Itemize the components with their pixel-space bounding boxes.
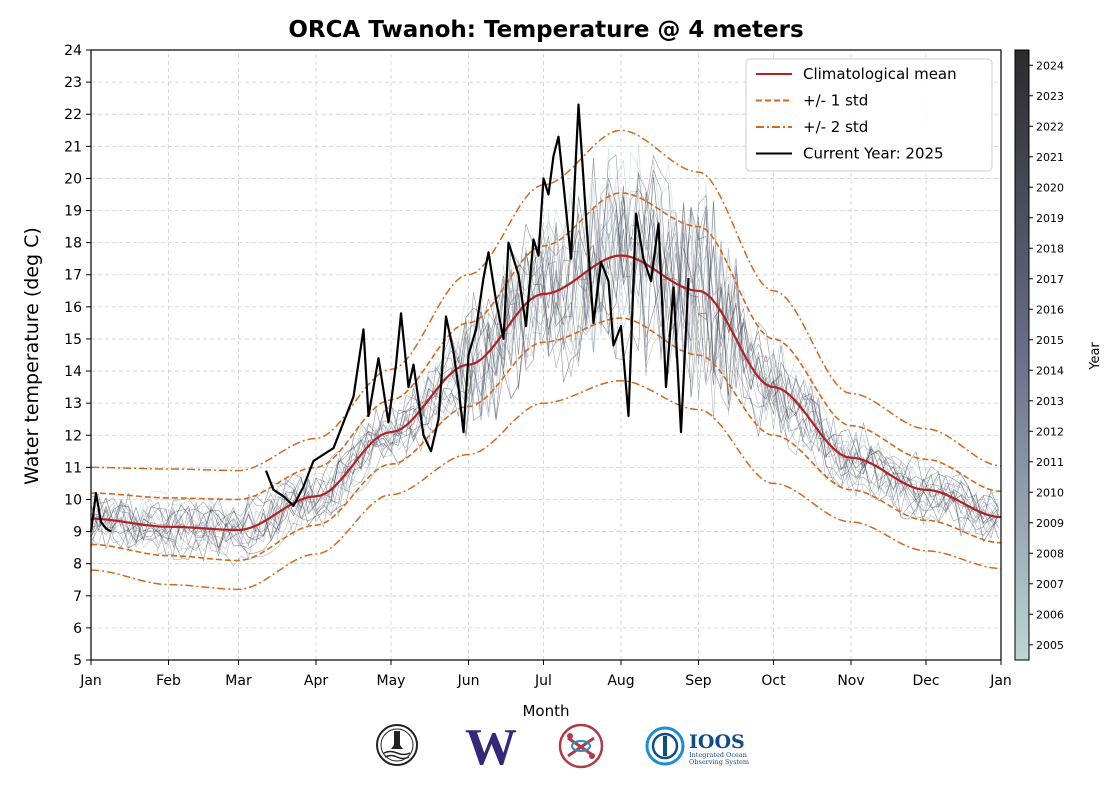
- minus-1-std-line: [90, 317, 1002, 562]
- colorbar: 2005 2006 2007 2008 2009 2010 2011 2012 2013 2014…: [1014, 49, 1064, 661]
- historical-year-trace: [90, 169, 999, 535]
- y-tick-label: 22: [64, 107, 82, 123]
- historical-year-trace: [90, 208, 999, 561]
- historical-year-trace: [90, 176, 999, 546]
- plot-frame: [90, 49, 1002, 661]
- colorbar-tick-label: 2008: [1036, 547, 1064, 560]
- y-tick-label: 12: [64, 428, 82, 444]
- x-tick-label: Sep: [685, 673, 712, 689]
- legend: Climatological mean +/- 1 std +/- 2 std Cur…: [745, 58, 993, 172]
- plus-1-std-line: [91, 192, 1002, 501]
- colorbar-tick-label: 2016: [1036, 303, 1064, 316]
- y-tick-label: 23: [64, 75, 82, 91]
- historical-year-trace: [90, 182, 999, 540]
- orca-lighthouse-logo-icon: [376, 724, 418, 766]
- colorbar-tick-label: 2009: [1036, 517, 1064, 530]
- colorbar-tick-label: 2010: [1036, 486, 1064, 499]
- colorbar-tick-label: 2012: [1036, 425, 1064, 438]
- colorbar-gradient: [1014, 49, 1030, 661]
- legend-box: [745, 58, 993, 172]
- colorbar-tick-label: 2023: [1036, 90, 1064, 103]
- colorbar-tick-label: 2005: [1036, 639, 1064, 652]
- x-tick-label: Jan: [79, 673, 102, 689]
- y-tick-label: 16: [64, 300, 82, 316]
- climatological-mean-line: [90, 254, 1002, 532]
- colorbar-tick-label: 2020: [1036, 181, 1064, 194]
- y-tick-label: 20: [64, 171, 82, 187]
- y-tick-label: 7: [73, 589, 82, 605]
- plus-2-std-line: [91, 129, 1002, 472]
- colorbar-tick-label: 2021: [1036, 151, 1064, 164]
- y-axis-label: Water temperature (deg C): [21, 227, 43, 485]
- y-tick-label: 21: [64, 139, 82, 155]
- historical-year-trace: [90, 197, 999, 562]
- y-tick-label: 13: [64, 396, 82, 412]
- x-tick-label: Dec: [912, 673, 939, 689]
- colorbar-label: Year: [1088, 342, 1103, 371]
- historical-year-trace: [90, 190, 999, 546]
- historical-year-trace: [90, 159, 999, 541]
- x-tick-label: Feb: [156, 673, 181, 689]
- y-tick-label: 10: [64, 492, 82, 508]
- x-tick-label: Oct: [761, 673, 786, 689]
- ioos-subtitle-2: Observing System: [689, 758, 749, 766]
- colorbar-tick-label: 2019: [1036, 212, 1064, 225]
- colorbar-tick-label: 2011: [1036, 456, 1064, 469]
- ioos-logo-icon: IOOS Integrated Ocean Observing System: [645, 726, 749, 766]
- partner-logos: W IOOS Integrated Ocean Observing System: [0, 722, 1120, 778]
- colorbar-tick-label: 2007: [1036, 578, 1064, 591]
- historical-year-trace: [90, 172, 999, 545]
- historical-year-trace: [90, 154, 999, 535]
- uw-w-logo-icon: W: [465, 722, 517, 768]
- colorbar-tick-label: 2015: [1036, 334, 1064, 347]
- x-tick-label: May: [377, 673, 406, 689]
- y-tick-label: 19: [64, 204, 82, 220]
- current-year-segment: [264, 103, 690, 507]
- axes: 5 6 7 8 9 10 11 12 13 14 15 16 17 18 19 20 21 22 23 24 Jan Fe…: [64, 43, 1012, 689]
- historical-year-trace: [90, 172, 999, 548]
- y-tick-label: 24: [64, 43, 82, 59]
- y-tick-label: 6: [73, 621, 82, 637]
- minus-2-std-line: [90, 379, 1002, 591]
- y-tick-label: 15: [64, 332, 82, 348]
- y-tick-label: 14: [64, 364, 82, 380]
- x-axis-label: Month: [522, 702, 569, 720]
- colorbar-tick-label: 2022: [1036, 120, 1064, 133]
- y-tick-label: 8: [73, 557, 82, 573]
- colorbar-tick-label: 2017: [1036, 273, 1064, 286]
- ioos-name: IOOS: [689, 731, 745, 753]
- y-tick-label: 17: [64, 268, 82, 284]
- climatology-lines: [90, 129, 1002, 591]
- y-tick-label: 5: [73, 653, 82, 669]
- x-tick-label: Jul: [534, 673, 552, 689]
- colorbar-tick-label: 2014: [1036, 364, 1064, 377]
- historical-years: [90, 144, 999, 567]
- x-tick-label: Nov: [837, 673, 864, 689]
- historical-year-trace: [90, 192, 999, 557]
- x-tick-label: Jan: [989, 673, 1012, 689]
- x-tick-label: Jun: [457, 673, 480, 689]
- colorbar-tick-label: 2018: [1036, 242, 1064, 255]
- chart-title: ORCA Twanoh: Temperature @ 4 meters: [288, 17, 803, 43]
- legend-label: +/- 1 std: [803, 92, 868, 110]
- colorbar-tick-label: 2024: [1036, 59, 1064, 72]
- salish-sea-logo-icon: [558, 723, 604, 769]
- y-tick-label: 18: [64, 236, 82, 252]
- ioos-subtitle-1: Integrated Ocean: [689, 751, 747, 759]
- x-tick-label: Aug: [607, 673, 634, 689]
- y-tick-label: 9: [73, 525, 82, 541]
- colorbar-tick-label: 2013: [1036, 395, 1064, 408]
- legend-label: +/- 2 std: [803, 118, 868, 136]
- x-tick-label: Mar: [225, 673, 252, 689]
- current-year-line: [89, 103, 690, 533]
- legend-label: Current Year: 2025: [803, 145, 944, 163]
- legend-label: Climatological mean: [803, 65, 957, 83]
- current-year-segment: [89, 492, 112, 533]
- y-tick-label: 11: [64, 460, 82, 476]
- x-tick-label: Apr: [304, 673, 328, 689]
- colorbar-tick-label: 2006: [1036, 608, 1064, 621]
- uw-letter: W: [465, 722, 517, 768]
